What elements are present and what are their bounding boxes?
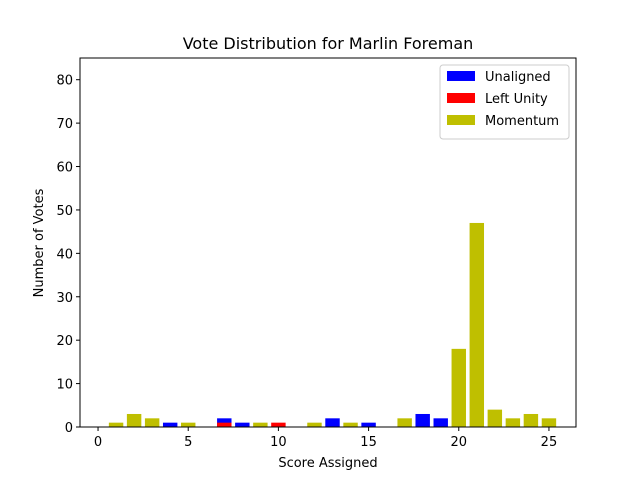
legend-label-unaligned: Unaligned <box>485 70 551 85</box>
x-axis-title: Score Assigned <box>278 456 377 471</box>
y-tick-label: 0 <box>65 421 73 436</box>
x-tick-label: 25 <box>541 435 558 450</box>
y-tick-label: 20 <box>56 334 73 349</box>
plot-frame <box>79 57 577 428</box>
bar-unaligned <box>325 418 340 427</box>
x-tick-label: 0 <box>94 435 102 450</box>
bar-unaligned <box>415 413 430 427</box>
bar-unaligned <box>361 422 376 427</box>
legend: Unaligned Left Unity Momentum <box>439 64 570 140</box>
y-tick-label: 30 <box>56 291 73 306</box>
bar-momentum <box>144 418 160 427</box>
axes-layer: 0 5 10 15 20 25 0 10 20 30 40 50 60 70 80 <box>56 57 577 450</box>
chart-title: Vote Distribution for Marlin Foreman <box>183 34 474 53</box>
y-tick-label: 10 <box>56 378 73 393</box>
bar-momentum <box>253 422 268 427</box>
legend-swatch-left-unity <box>447 93 475 103</box>
bar-momentum <box>108 422 124 427</box>
bar-momentum <box>451 348 466 427</box>
bar-momentum <box>181 422 196 427</box>
bar-momentum <box>343 422 358 427</box>
bar-unaligned <box>162 422 178 427</box>
x-tick-label: 20 <box>450 435 467 450</box>
y-tick-label: 50 <box>56 204 73 219</box>
y-tick-label: 80 <box>56 74 73 89</box>
legend-swatch-momentum <box>447 115 475 125</box>
bar-momentum <box>126 413 142 427</box>
bar-momentum <box>397 418 412 427</box>
bar-momentum <box>505 418 521 427</box>
y-tick-label: 70 <box>56 117 73 132</box>
bar-momentum <box>307 422 322 427</box>
x-tick-label: 5 <box>184 435 192 450</box>
bar-momentum <box>487 409 503 427</box>
y-tick-label: 60 <box>56 161 73 176</box>
legend-swatch-unaligned <box>447 71 475 81</box>
bar-left-unity <box>271 422 286 427</box>
bar-unaligned <box>235 422 250 427</box>
x-tick-label: 15 <box>360 435 377 450</box>
bars-layer <box>108 222 557 427</box>
x-tick-label: 10 <box>270 435 287 450</box>
bar-left-unity <box>217 422 232 427</box>
y-axis-title: Number of Votes <box>32 188 47 297</box>
legend-label-left-unity: Left Unity <box>485 92 548 107</box>
bar-momentum <box>469 222 485 427</box>
legend-label-momentum: Momentum <box>485 114 559 129</box>
bar-momentum <box>523 413 539 427</box>
y-tick-label: 40 <box>56 247 73 262</box>
bar-unaligned <box>433 418 448 427</box>
bar-momentum <box>541 418 557 427</box>
